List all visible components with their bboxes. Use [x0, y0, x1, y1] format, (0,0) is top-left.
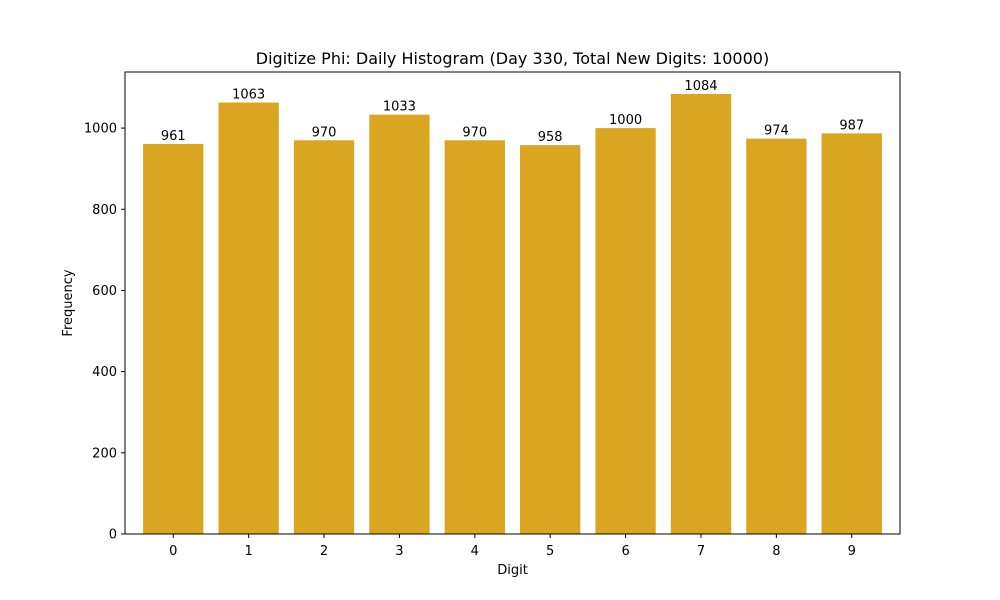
y-axis-title: Frequency: [61, 269, 76, 336]
bar-digit-0: [143, 143, 204, 534]
x-tick-label: 8: [772, 544, 780, 559]
bar-digit-3: [369, 114, 430, 534]
y-tick-label: 200: [92, 446, 117, 461]
x-tick-label: 2: [320, 544, 328, 559]
data-label-digit-8: 974: [764, 124, 789, 139]
x-tick-label: 7: [697, 544, 705, 559]
y-tick-label: 400: [92, 365, 117, 380]
x-tick-label: 1: [244, 544, 252, 559]
bar-digit-2: [293, 140, 355, 534]
data-label-digit-5: 958: [538, 130, 563, 145]
bar-digit-5: [520, 145, 581, 534]
bar-digit-4: [444, 140, 505, 534]
x-tick-label: 4: [471, 544, 479, 559]
data-label-digit-9: 987: [839, 118, 864, 133]
bar-digit-9: [821, 133, 882, 534]
y-axis: 0 200 400 600 800 1000: [84, 122, 125, 543]
data-label-digit-6: 1000: [609, 113, 642, 128]
x-tick-label: 3: [395, 544, 403, 559]
y-tick-label: 1000: [84, 122, 117, 137]
y-tick-label: 600: [92, 284, 117, 299]
x-tick-label: 5: [546, 544, 554, 559]
data-label-digit-7: 1084: [684, 79, 717, 94]
x-axis-title: Digit: [497, 563, 528, 578]
bar-digit-6: [595, 128, 656, 534]
bar-digit-8: [746, 138, 807, 534]
data-label-digit-3: 1033: [383, 100, 416, 115]
y-tick-label: 800: [92, 203, 117, 218]
data-label-digit-1: 1063: [232, 88, 265, 103]
data-label-digit-4: 970: [462, 125, 487, 140]
data-label-digit-2: 970: [312, 125, 337, 140]
x-tick-label: 9: [848, 544, 856, 559]
chart-title: Digitize Phi: Daily Histogram (Day 330, …: [256, 49, 769, 68]
bar-digit-7: [670, 94, 732, 534]
x-tick-label: 0: [169, 544, 177, 559]
y-tick-label: 0: [109, 528, 117, 543]
x-axis: 0 1 2 3 4 5 6 7 8 9: [169, 534, 856, 559]
plot-area: 961 1063 970 1033 970 958 1000 1084 974 987: [143, 79, 882, 535]
bar-digit-1: [218, 102, 279, 535]
x-tick-label: 6: [621, 544, 629, 559]
data-label-digit-0: 961: [161, 129, 186, 144]
axes-frame: [124, 71, 901, 535]
